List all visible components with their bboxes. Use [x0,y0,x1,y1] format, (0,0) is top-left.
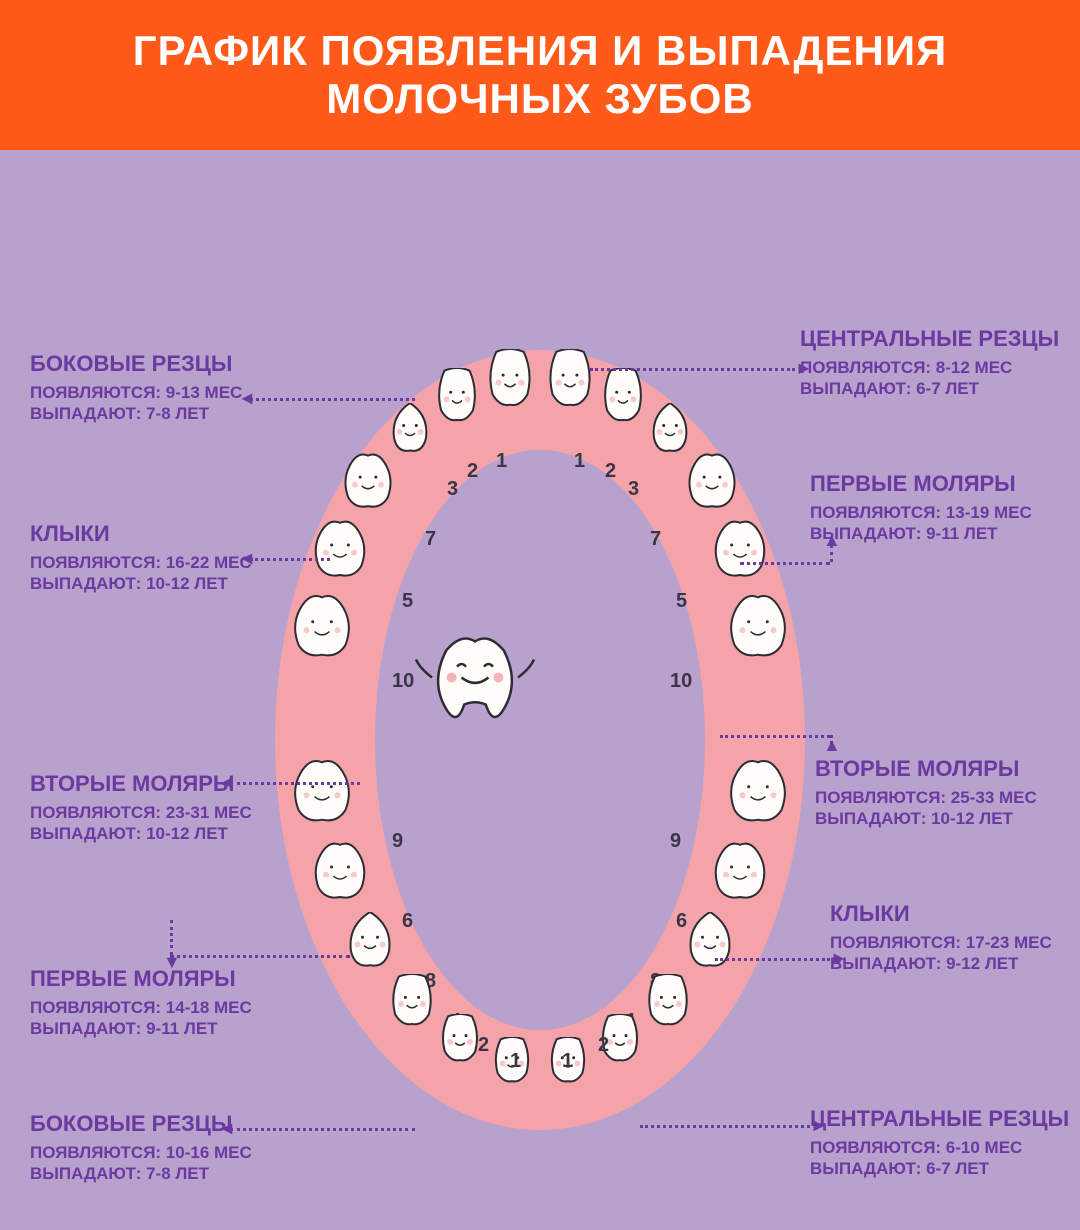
tooth [291,757,353,823]
tooth [312,518,368,578]
tooth-label-ur-molar1: ПЕРВЫЕ МОЛЯРЫ ПОЯВЛЯЮТСЯ: 13-19 МЕСВЫПАДА… [810,470,1032,544]
label-appear: ПОЯВЛЯЮТСЯ: 23-31 МЕС [30,802,252,823]
tooth-number: 7 [650,528,661,551]
tooth [727,592,789,658]
label-appear: ПОЯВЛЯЮТСЯ: 25-33 МЕС [815,787,1037,808]
tooth-label-lr-canine: КЛЫКИ ПОЯВЛЯЮТСЯ: 17-23 МЕСВЫПАДАЮТ: 9-12… [830,900,1052,974]
header: ГРАФИК ПОЯВЛЕНИЯ И ВЫПАДЕНИЯ МОЛОЧНЫХ ЗУ… [0,0,1080,150]
tooth-number: 7 [425,528,436,551]
tooth [436,368,478,422]
connector-line [250,398,415,401]
label-fall: ВЫПАДАЮТ: 7-8 ЛЕТ [30,1163,252,1184]
connector-line [230,1128,415,1131]
tooth [440,1014,480,1062]
label-title: БОКОВЫЕ РЕЗЦЫ [30,350,242,378]
tooth [312,840,368,900]
label-title: ЦЕНТРАЛЬНЫЕ РЕЗЦЫ [800,325,1059,353]
tooth-number: 9 [392,830,403,853]
label-title: ПЕРВЫЕ МОЛЯРЫ [30,965,252,993]
tooth-number: 6 [402,910,413,933]
tooth-number: 2 [605,460,616,483]
tooth [342,451,394,509]
connector-line [170,955,350,958]
tooth-label-ur-central: ЦЕНТРАЛЬНЫЕ РЕЗЦЫ ПОЯВЛЯЮТСЯ: 8-12 МЕСВЫП… [800,325,1059,399]
tooth [390,974,434,1026]
arrow-head-icon: ▲ [823,531,841,549]
label-appear: ПОЯВЛЯЮТСЯ: 10-16 МЕС [30,1142,252,1163]
tooth-label-ur-molar2: ВТОРЫЕ МОЛЯРЫ ПОЯВЛЯЮТСЯ: 25-33 МЕСВЫПАДА… [815,755,1037,829]
tooth-number: 10 [670,670,692,693]
tooth-label-lr-central: ЦЕНТРАЛЬНЫЕ РЕЗЦЫ ПОЯВЛЯЮТСЯ: 6-10 МЕСВЫП… [810,1105,1069,1179]
tooth-label-ul-lateral: БОКОВЫЕ РЕЗЦЫ ПОЯВЛЯЮТСЯ: 9-13 МЕСВЫПАДАЮ… [30,350,242,424]
label-appear: ПОЯВЛЯЮТСЯ: 16-22 МЕС [30,552,252,573]
tooth-number: 5 [402,590,413,613]
tooth-number: 1 [574,450,585,473]
tooth [727,757,789,823]
tooth-number: 3 [447,478,458,501]
tooth [547,349,593,407]
label-appear: ПОЯВЛЯЮТСЯ: 8-12 МЕС [800,357,1059,378]
tooth [291,592,353,658]
arrow-head-icon: ◄ [218,1119,236,1137]
tooth [686,451,738,509]
arrow-head-icon: ◄ [238,549,256,567]
tooth [712,840,768,900]
tooth [712,518,768,578]
tooth-label-ll-molar1: ПЕРВЫЕ МОЛЯРЫ ПОЯВЛЯЮТСЯ: 14-18 МЕСВЫПАДА… [30,965,252,1039]
connector-line [740,562,830,565]
tooth-number: 2 [478,1034,489,1057]
label-appear: ПОЯВЛЯЮТСЯ: 13-19 МЕС [810,502,1032,523]
label-fall: ВЫПАДАЮТ: 9-12 ЛЕТ [830,953,1052,974]
label-fall: ВЫПАДАЮТ: 10-12 ЛЕТ [815,808,1037,829]
arrow-head-icon: ◄ [238,389,256,407]
tooth [345,912,395,968]
label-title: КЛЫКИ [30,520,252,548]
header-title: ГРАФИК ПОЯВЛЕНИЯ И ВЫПАДЕНИЯ МОЛОЧНЫХ ЗУ… [0,27,1080,123]
tooth-number: 1 [562,1050,573,1073]
label-appear: ПОЯВЛЯЮТСЯ: 9-13 МЕС [30,382,242,403]
tooth-number: 2 [598,1034,609,1057]
label-title: ПЕРВЫЕ МОЛЯРЫ [810,470,1032,498]
arrow-head-icon: ▲ [823,736,841,754]
label-fall: ВЫПАДАЮТ: 10-12 ЛЕТ [30,823,252,844]
tooth-number: 1 [510,1050,521,1073]
tooth-number: 1 [496,450,507,473]
label-title: ВТОРЫЕ МОЛЯРЫ [815,755,1037,783]
label-fall: ВЫПАДАЮТ: 9-11 ЛЕТ [810,523,1032,544]
label-appear: ПОЯВЛЯЮТСЯ: 6-10 МЕС [810,1137,1069,1158]
connector-line [715,958,830,961]
content: 11223377551010996688442211БОКОВЫЕ РЕЗЦЫП… [0,150,1080,1230]
label-title: ЦЕНТРАЛЬНЫЕ РЕЗЦЫ [810,1105,1069,1133]
tooth-number: 9 [670,830,681,853]
tooth-label-ul-canine: КЛЫКИ ПОЯВЛЯЮТСЯ: 16-22 МЕСВЫПАДАЮТ: 10-1… [30,520,252,594]
tooth [487,349,533,407]
tooth [646,974,690,1026]
arrow-head-icon: ► [795,359,813,377]
label-fall: ВЫПАДАЮТ: 9-11 ЛЕТ [30,1018,252,1039]
arrow-head-icon: ► [830,949,848,967]
label-fall: ВЫПАДАЮТ: 6-7 ЛЕТ [810,1158,1069,1179]
connector-line [640,1125,810,1128]
label-appear: ПОЯВЛЯЮТСЯ: 14-18 МЕС [30,997,252,1018]
arrow-head-icon: ► [810,1116,828,1134]
connector-line [170,920,173,955]
tooth [389,403,431,453]
connector-line [230,782,360,785]
label-appear: ПОЯВЛЯЮТСЯ: 17-23 МЕС [830,932,1052,953]
connector-line [720,735,830,738]
label-title: КЛЫКИ [830,900,1052,928]
connector-line [250,558,330,561]
tooth-mascot-icon [475,683,605,798]
label-fall: ВЫПАДАЮТ: 10-12 ЛЕТ [30,573,252,594]
tooth [649,403,691,453]
tooth [602,368,644,422]
connector-line [590,368,795,371]
tooth-number: 2 [467,460,478,483]
arrow-head-icon: ◄ [218,773,236,791]
label-fall: ВЫПАДАЮТ: 7-8 ЛЕТ [30,403,242,424]
tooth-number: 5 [676,590,687,613]
tooth-number: 3 [628,478,639,501]
arrow-head-icon: ▼ [163,953,181,971]
label-fall: ВЫПАДАЮТ: 6-7 ЛЕТ [800,378,1059,399]
